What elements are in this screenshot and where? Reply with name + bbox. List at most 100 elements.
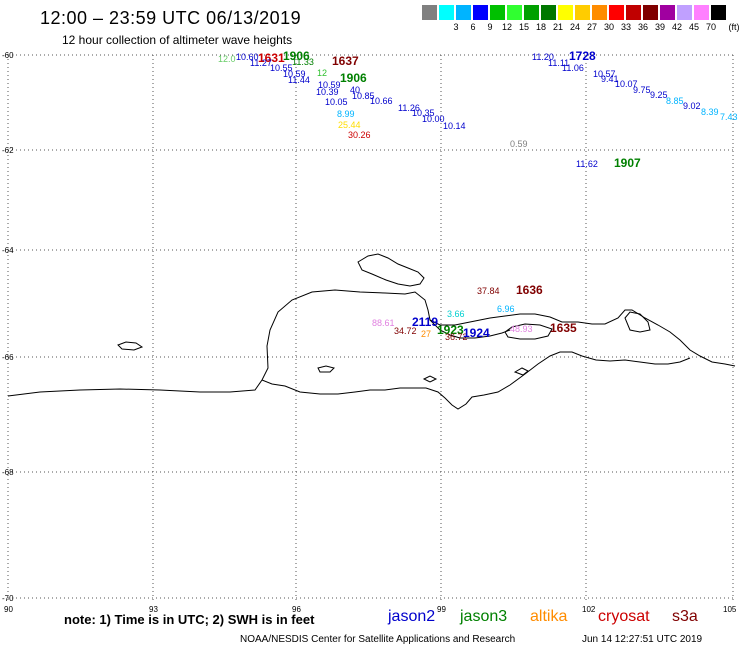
wave-height-label: 10.60 [236,52,259,62]
map-title: 12:00 – 23:59 UTC 06/13/2019 [40,8,302,28]
legend-swatch [694,5,710,20]
wave-height-label: 11.33 [292,57,314,67]
wave-height-label: 12.0 [218,54,236,64]
wave-height-label: 10.39 [316,87,339,97]
legend-swatch [558,5,574,20]
wave-height-label: 11.06 [562,63,584,73]
wave-height-label: 10.35 [412,108,435,118]
wave-height-label: 10.55 [270,63,293,73]
legend-label: 45 [688,22,699,32]
wave-height-label: 30.26 [348,130,371,140]
legend-swatch [541,5,557,20]
wave-height-label: 10.07 [615,79,638,89]
coastline-lower [261,351,691,410]
wave-height-label: 48.93 [510,324,533,334]
legend-swatch [643,5,659,20]
wave-height-label: 8.99 [337,109,355,119]
wave-height-label: 11.11 [548,58,569,68]
satellite-label-cryosat: cryosat [598,608,650,625]
legend-swatch [677,5,693,20]
wave-height-label: 9.02 [683,101,701,111]
wave-height-label: 3.66 [447,309,465,319]
wave-height-label: 1637 [332,54,359,68]
credit-text: NOAA/NESDIS Center for Satellite Applica… [240,634,516,645]
satellite-label-jason3: jason3 [460,608,508,625]
island-small-east2 [422,375,438,383]
lat-tick-label: -68 [2,468,14,477]
legend-label: 9 [487,22,493,32]
legend-swatch [575,5,591,20]
wave-height-label: 0.59 [510,139,528,149]
wave-height-label: 36.72 [445,332,468,342]
wave-height-label: 1906 [283,49,310,63]
lon-tick-label: 105 [723,605,737,614]
wave-height-label: 11.44 [288,75,310,85]
legend-label: 12 [501,22,512,32]
legend-swatch [490,5,506,20]
legend-swatch [592,5,608,20]
island-small-west [117,341,144,351]
wave-height-label: 11.26 [398,103,420,113]
wave-height-label: 1728 [569,49,596,63]
lat-tick-label: -66 [2,353,14,362]
island-small-mid [317,365,335,373]
wave-height-label: 8.39 [701,107,719,117]
legend-swatch [507,5,523,20]
antarctic-coastline [7,253,736,410]
wave-height-label: 1924 [463,326,490,340]
legend-label: 3 [453,22,459,32]
satellite-label-altika: altika [530,608,568,625]
wave-height-label: 40 [350,85,360,95]
wave-height-label: 27 [421,329,431,339]
legend-swatch [609,5,625,20]
legend-label: 42 [671,22,682,32]
island-east [624,311,651,333]
satellite-label-jason2: jason2 [388,608,436,625]
wave-height-label: 9.75 [633,85,651,95]
legend-swatch [439,5,455,20]
legend-swatch [422,5,438,20]
wave-height-label: 10.05 [325,97,348,107]
legend-swatch [456,5,472,20]
timestamp-text: Jun 14 12:27:51 UTC 2019 [582,634,703,645]
wave-height-label: 34.72 [394,326,417,336]
legend-swatch [473,5,489,20]
island-small-east [513,367,529,376]
wave-height-label: 25.44 [338,120,361,130]
lon-tick-label: 96 [292,605,301,614]
legend-label: 39 [654,22,665,32]
lon-tick-label: 99 [437,605,446,614]
lon-tick-label: 93 [149,605,158,614]
wave-height-label: 9.25 [650,90,668,100]
wave-height-label: 8.85 [666,96,684,106]
wave-height-label: 10.14 [443,121,466,131]
wave-height-label: 1923 [437,323,464,337]
satellite-label-s3a: s3a [672,608,698,625]
wave-height-label: 6.96 [497,304,515,314]
wave-height-label: 10.59 [283,69,306,79]
wave-height-label: 1631 [258,51,285,65]
wave-height-label: 10.59 [318,80,341,90]
wave-height-label: 2119 [412,315,438,329]
wave-height-label: 9.41 [601,74,619,84]
legend-label: 36 [637,22,648,32]
wave-height-label: 12 [317,68,327,78]
wave-height-label: 7.43 [720,112,738,122]
wave-height-label: 10.00 [422,114,445,124]
island-north [357,253,425,287]
legend-swatch [660,5,676,20]
wave-height-label: 10.85 [352,91,375,101]
legend-label: 70 [705,22,716,32]
wave-height-label: 88.61 [372,318,395,328]
lat-tick-label: -64 [2,246,14,255]
lon-tick-label: 102 [582,605,596,614]
legend-swatch [711,5,727,20]
wave-height-label: 1636 [516,283,543,297]
legend-label: 6 [470,22,476,32]
legend-swatch [524,5,540,20]
wave-height-label: 11.20 [532,52,554,62]
wave-height-label: 10.57 [593,69,616,79]
legend-label: 27 [586,22,597,32]
